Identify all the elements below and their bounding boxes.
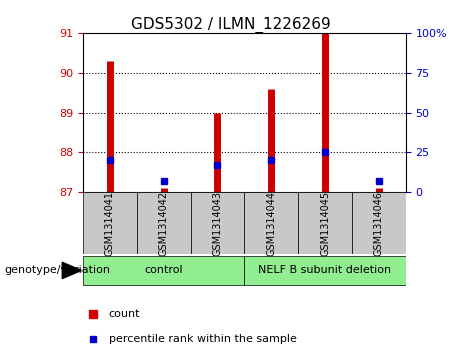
Text: GDS5302 / ILMN_1226269: GDS5302 / ILMN_1226269 bbox=[130, 16, 331, 33]
Text: GSM1314044: GSM1314044 bbox=[266, 191, 276, 256]
Text: GSM1314045: GSM1314045 bbox=[320, 191, 330, 256]
Text: control: control bbox=[144, 265, 183, 275]
Bar bbox=[244, 256, 406, 285]
Bar bbox=[298, 192, 352, 254]
Bar bbox=[83, 192, 137, 254]
Bar bbox=[190, 192, 244, 254]
Text: genotype/variation: genotype/variation bbox=[5, 265, 111, 276]
Text: NELF B subunit deletion: NELF B subunit deletion bbox=[259, 265, 391, 275]
Polygon shape bbox=[62, 262, 81, 279]
Bar bbox=[244, 192, 298, 254]
Text: percentile rank within the sample: percentile rank within the sample bbox=[109, 334, 297, 344]
Text: GSM1314041: GSM1314041 bbox=[105, 191, 115, 256]
Text: count: count bbox=[109, 309, 140, 319]
Text: GSM1314043: GSM1314043 bbox=[213, 191, 223, 256]
Bar bbox=[352, 192, 406, 254]
Bar bbox=[137, 192, 190, 254]
Text: GSM1314046: GSM1314046 bbox=[374, 191, 384, 256]
Bar bbox=[83, 256, 244, 285]
Text: GSM1314042: GSM1314042 bbox=[159, 191, 169, 256]
